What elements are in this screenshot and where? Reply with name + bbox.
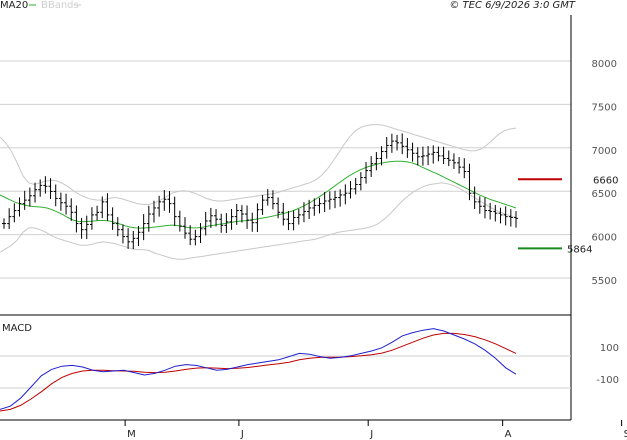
month-label: M xyxy=(127,429,136,440)
macd-panel: MACD 100 -100 xyxy=(0,323,619,412)
price-tick-label: 6500 xyxy=(592,189,617,200)
price-tick-label: 7500 xyxy=(592,102,617,113)
macd-axis-ticks: 100 -100 xyxy=(596,343,619,386)
macd-grid xyxy=(0,355,571,389)
price-tick-label: 8000 xyxy=(592,59,617,70)
bbands-upper-line xyxy=(0,124,517,205)
header: MA20 BBands © TEC 6/9/2026 3:0 GMT xyxy=(0,0,576,11)
macd-tick-label: 100 xyxy=(600,343,619,354)
price-tick-label: 5500 xyxy=(592,276,617,287)
price-bars xyxy=(2,133,518,250)
bbands-lower-line xyxy=(0,182,517,260)
price-axis-ticks: 8000 7500 7000 6500 6000 5500 xyxy=(592,59,617,287)
month-label: A xyxy=(505,429,512,440)
ma-legend-label: MA20 xyxy=(0,0,28,11)
price-tick-label: 6000 xyxy=(592,233,617,244)
price-grid xyxy=(0,60,571,279)
month-label: S xyxy=(624,429,627,440)
support-label: 5864 xyxy=(567,244,592,255)
macd-label: MACD xyxy=(2,323,32,334)
macd-line xyxy=(0,328,517,410)
bbands-legend-label: BBands xyxy=(41,0,79,11)
macd-signal-line xyxy=(0,332,517,412)
price-panel: 8000 7500 7000 6500 6000 5500 6660 5864 xyxy=(0,59,618,287)
month-label: J xyxy=(369,429,373,440)
month-label: J xyxy=(240,429,244,440)
copyright-date: © TEC 6/9/2026 3:0 GMT xyxy=(449,0,576,11)
price-tick-label: 7000 xyxy=(592,146,617,157)
resistance-label: 6660 xyxy=(593,175,618,186)
ma20-line xyxy=(0,160,517,229)
macd-tick-label: -100 xyxy=(596,375,619,386)
